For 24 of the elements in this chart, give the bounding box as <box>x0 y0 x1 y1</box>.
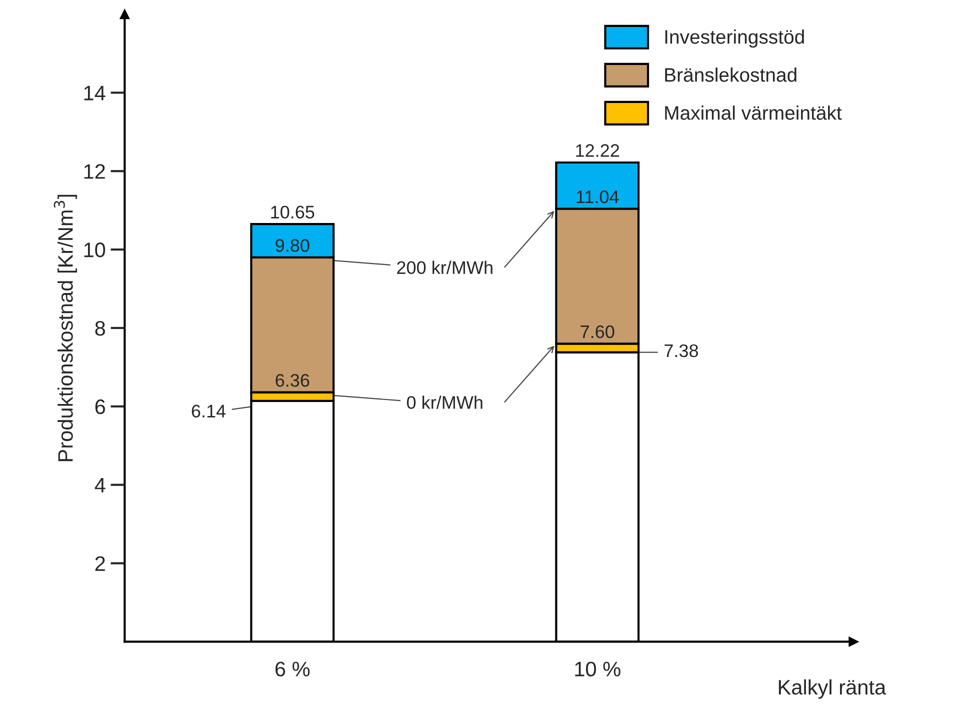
y-tick-label: 4 <box>94 478 106 492</box>
x-tick-label: 6 % <box>276 662 310 676</box>
y-axis-title: Produktionskostnad [Kr/Nm$^{3}$] <box>54 194 77 462</box>
x-axis-title: Kalkyl ränta <box>778 679 886 699</box>
legend-label: Investeringsstöd <box>665 30 804 48</box>
y-tick-label: 8 <box>95 320 106 336</box>
annotation: 7.38 <box>664 344 698 358</box>
annotation: 10.65 <box>271 206 314 219</box>
annotation: 6.36 <box>276 374 310 387</box>
legend-label: Bränslekostnad <box>665 68 796 82</box>
annotation: 6.14 <box>192 404 226 418</box>
y-tick-label: 14 <box>84 86 106 100</box>
annotation: 11.04 <box>576 190 619 204</box>
legend-label: Maximal värmeintäkt <box>665 106 842 120</box>
annotation: 200 kr/MWh <box>397 260 492 274</box>
y-tick-label: 6 <box>95 399 106 414</box>
annotation: 7.60 <box>580 325 614 338</box>
annotation: 12.22 <box>576 144 620 157</box>
y-tick-label: 2 <box>95 556 105 571</box>
annotation: 9.80 <box>276 239 310 252</box>
y-tick-label: 12 <box>84 164 105 179</box>
annotation: 0 kr/MWh <box>406 396 482 409</box>
x-tick-label: 10 % <box>575 662 620 676</box>
y-tick-label: 10 <box>84 242 106 258</box>
